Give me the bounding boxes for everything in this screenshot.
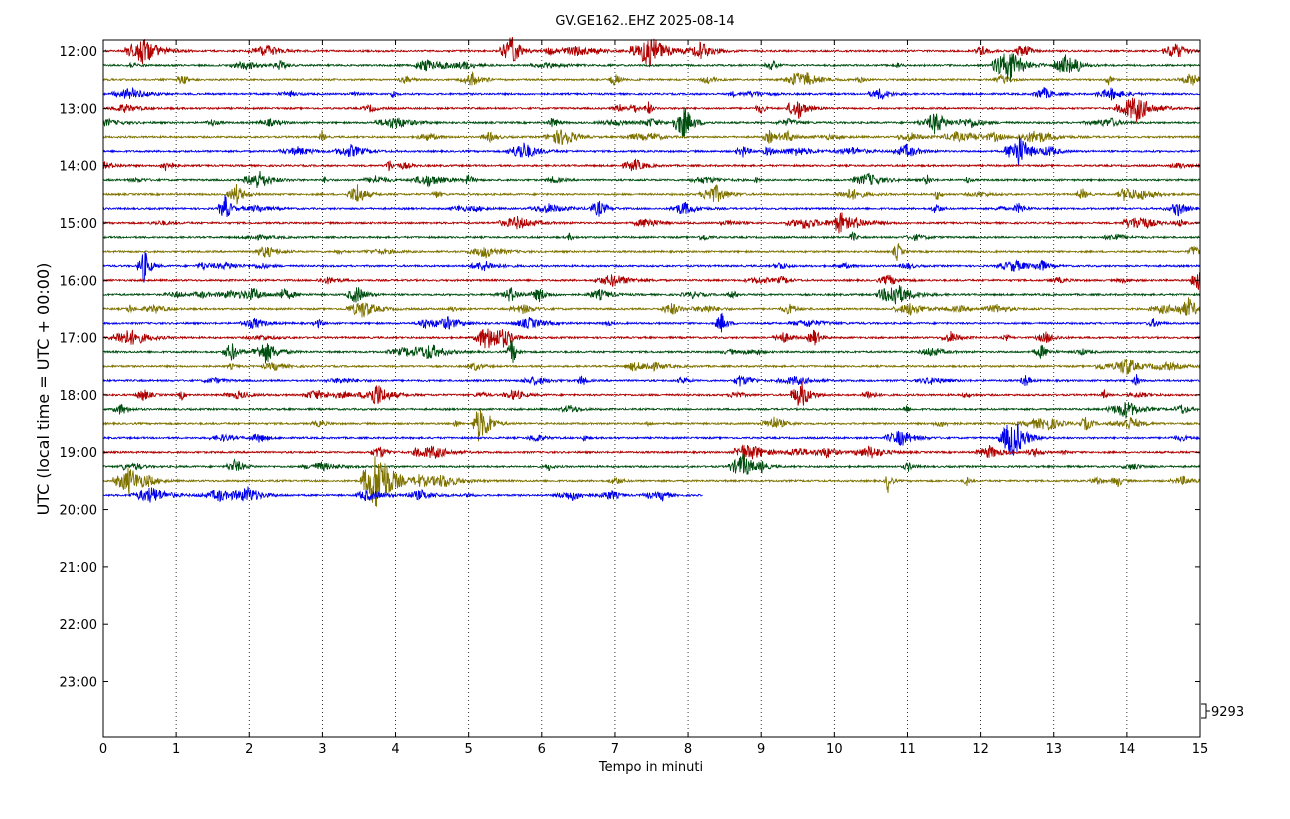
trace-17:15 (102, 339, 1201, 364)
trace-15:30 (102, 243, 1201, 262)
x-tick-label: 5 (465, 742, 473, 757)
x-tick-label: 10 (826, 742, 843, 757)
trace-14:15 (102, 170, 1201, 188)
y-tick-label: 16:00 (60, 274, 97, 289)
trace-12:15 (102, 53, 1201, 83)
x-tick-label: 12 (972, 742, 989, 757)
x-axis-label: Tempo in minuti (598, 760, 703, 775)
y-axis-label: UTC (local time = UTC + 00:00) (34, 263, 53, 516)
y-axis-ticks: 12:00 13:00 14:00 15:00 16:00 17:00 18:00 19:00… (60, 45, 1200, 691)
trace-18:30 (102, 409, 1201, 442)
scale-bracket (1201, 703, 1210, 719)
x-tick-label: 2 (245, 742, 253, 757)
trace-13:45 (102, 136, 1201, 166)
trace-19:15 (102, 453, 1201, 475)
plot-frame (102, 39, 1201, 738)
trace-13:30 (102, 129, 1201, 146)
y-tick-label: 18:00 (60, 389, 97, 404)
trace-17:30 (102, 358, 1201, 376)
trace-15:00 (102, 212, 1201, 234)
trace-18:15 (102, 402, 1201, 419)
trace-18:45 (102, 423, 1201, 456)
y-tick-label: 14:00 (60, 160, 97, 175)
trace-12:00 (102, 37, 1201, 68)
x-tick-label: 3 (318, 742, 326, 757)
y-tick-label: 12:00 (60, 45, 97, 60)
x-tick-label: 6 (538, 742, 546, 757)
trace-15:45 (102, 252, 1201, 283)
y-tick-label: 21:00 (60, 561, 97, 576)
trace-19:30 (102, 456, 1201, 507)
trace-17:00 (102, 328, 1201, 349)
trace-14:45 (102, 194, 1201, 218)
x-tick-label: 15 (1192, 742, 1209, 757)
chart-title: GV.GE162..EHZ 2025-08-14 (555, 14, 734, 29)
x-tick-label: 8 (684, 742, 692, 757)
trace-12:30 (102, 70, 1201, 87)
trace-16:00 (102, 272, 1201, 290)
y-tick-label: 15:00 (60, 217, 97, 232)
trace-16:30 (102, 297, 1201, 319)
x-axis-ticks: 0 1 2 3 4 5 6 7 8 9 10 11 12 13 14 15 (99, 40, 1208, 757)
x-tick-label: 13 (1045, 742, 1062, 757)
trace-19:00 (102, 444, 1201, 461)
x-tick-label: 11 (899, 742, 916, 757)
trace-17:45 (102, 374, 1201, 387)
y-tick-label: 13:00 (60, 102, 97, 117)
trace-14:30 (102, 184, 1201, 205)
vertical-grid (175, 40, 1128, 737)
seismic-traces (102, 37, 1201, 507)
trace-14:00 (102, 158, 1201, 172)
x-tick-label: 7 (611, 742, 619, 757)
y-tick-label: 20:00 (60, 504, 97, 519)
trace-19:45 (102, 486, 703, 503)
trace-12:45 (102, 86, 1201, 101)
trace-16:15 (102, 285, 1201, 305)
x-tick-label: 4 (391, 742, 399, 757)
x-tick-label: 9 (757, 742, 765, 757)
x-tick-label: 1 (172, 742, 180, 757)
trace-13:15 (102, 106, 1201, 139)
trace-18:00 (102, 380, 1201, 406)
trace-13:00 (102, 97, 1201, 122)
y-tick-label: 23:00 (60, 676, 97, 691)
x-tick-label: 14 (1119, 742, 1136, 757)
trace-16:45 (102, 312, 1201, 333)
x-tick-label: 0 (99, 742, 107, 757)
trace-15:15 (102, 231, 1201, 242)
y-tick-label: 22:00 (60, 618, 97, 633)
scale-label: 9293 (1211, 705, 1244, 720)
y-tick-label: 17:00 (60, 332, 97, 347)
y-tick-label: 19:00 (60, 446, 97, 461)
